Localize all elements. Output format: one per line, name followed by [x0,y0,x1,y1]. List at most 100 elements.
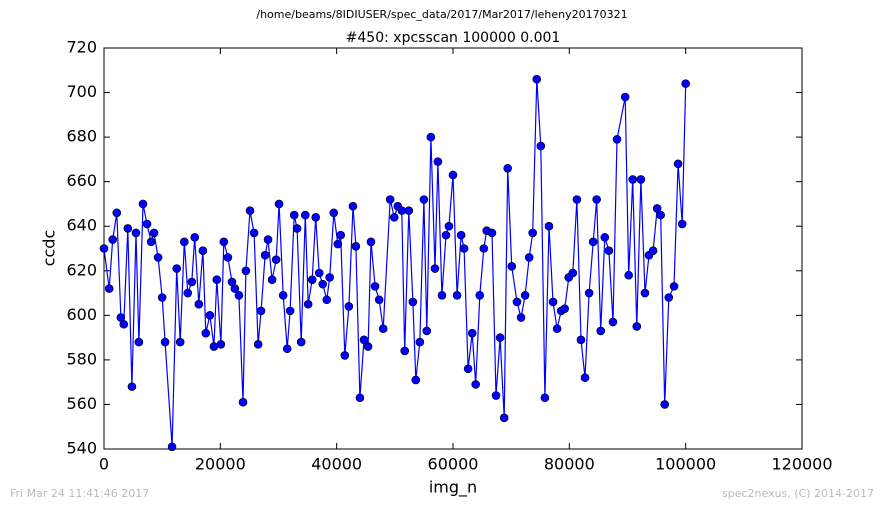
data-point [528,228,537,238]
data-point [300,210,310,220]
data-point [230,284,240,293]
data-point [194,299,204,309]
data-point [512,297,522,307]
data-point [673,159,683,169]
data-point [212,275,222,284]
data-point [495,333,505,342]
data-point [524,253,534,262]
data-point [652,204,662,213]
x-tick-label: 40000 [311,455,362,474]
x-tick-label: 100000 [655,455,716,474]
data-point [568,268,578,278]
data-point [669,282,679,291]
data-point [548,297,558,307]
data-point [620,92,630,102]
data-point [366,237,376,247]
data-point [274,199,284,209]
data-point [149,228,159,238]
data-point [336,230,346,240]
data-point [245,206,255,215]
data-point [119,319,129,329]
x-tick-label: 20000 [195,455,246,474]
data-point [437,290,447,300]
data-point [444,221,454,231]
data-point [433,157,443,166]
data-point [660,400,670,409]
data-point [471,380,480,389]
data-point [112,208,122,218]
y-tick-label: 660 [66,171,97,190]
data-point [441,230,451,240]
data-point [677,219,687,229]
data-point [131,228,141,238]
data-line [103,79,687,447]
data-point [223,253,233,262]
data-point [507,262,517,271]
data-point [608,317,618,327]
data-point [241,266,251,276]
data-point [411,375,421,385]
data-point [640,288,650,298]
data-point [374,295,384,305]
x-tick-label: 80000 [544,455,595,474]
data-point [378,324,388,334]
data-point [584,288,594,298]
data-point [681,79,690,88]
data-point [499,413,509,423]
x-tick-label: 120000 [771,455,832,474]
data-point [624,270,633,280]
data-point [479,244,489,253]
data-point [475,290,485,300]
data-point [389,213,399,222]
data-point [249,228,259,238]
data-point [289,210,299,220]
data-point [205,311,215,320]
data-point [179,237,189,247]
data-point [487,228,497,238]
data-point [134,337,144,347]
y-tick-label: 640 [66,216,97,235]
footer-left: Fri Mar 24 11:41:46 2017 [10,487,149,500]
data-point [175,337,185,347]
data-point [167,442,177,452]
suptitle: /home/beams/8IDIUSER/spec_data/2017/Mar2… [256,8,627,21]
data-point [359,335,369,345]
data-point [612,135,622,144]
data-point [400,346,410,356]
y-tick-label: 620 [66,260,97,279]
data-point [664,293,674,302]
data-point [632,322,642,331]
data-point [426,132,436,142]
data-point [303,299,313,309]
data-point [419,195,429,204]
x-axis-label: img_n [429,478,477,498]
data-point [157,293,167,302]
data-point [604,246,614,256]
data-point [448,170,458,180]
data-point [292,224,302,233]
data-point [560,304,569,313]
data-point [153,253,163,262]
data-point [503,164,512,173]
data-point [123,224,133,233]
data-point [588,237,598,247]
data-point [260,250,270,260]
data-point [219,237,229,247]
data-point [314,268,324,278]
data-point [311,213,321,222]
data-point [592,195,601,204]
y-tick-label: 720 [66,38,97,57]
x-tick-label: 60000 [428,455,479,474]
data-point [282,344,292,354]
data-point [344,302,354,311]
data-point [318,279,328,289]
data-point [463,364,473,374]
data-point [636,175,646,184]
data-point [190,233,200,242]
data-point [253,339,263,349]
data-point [183,288,193,298]
data-point [216,339,226,349]
data-point [108,235,118,244]
